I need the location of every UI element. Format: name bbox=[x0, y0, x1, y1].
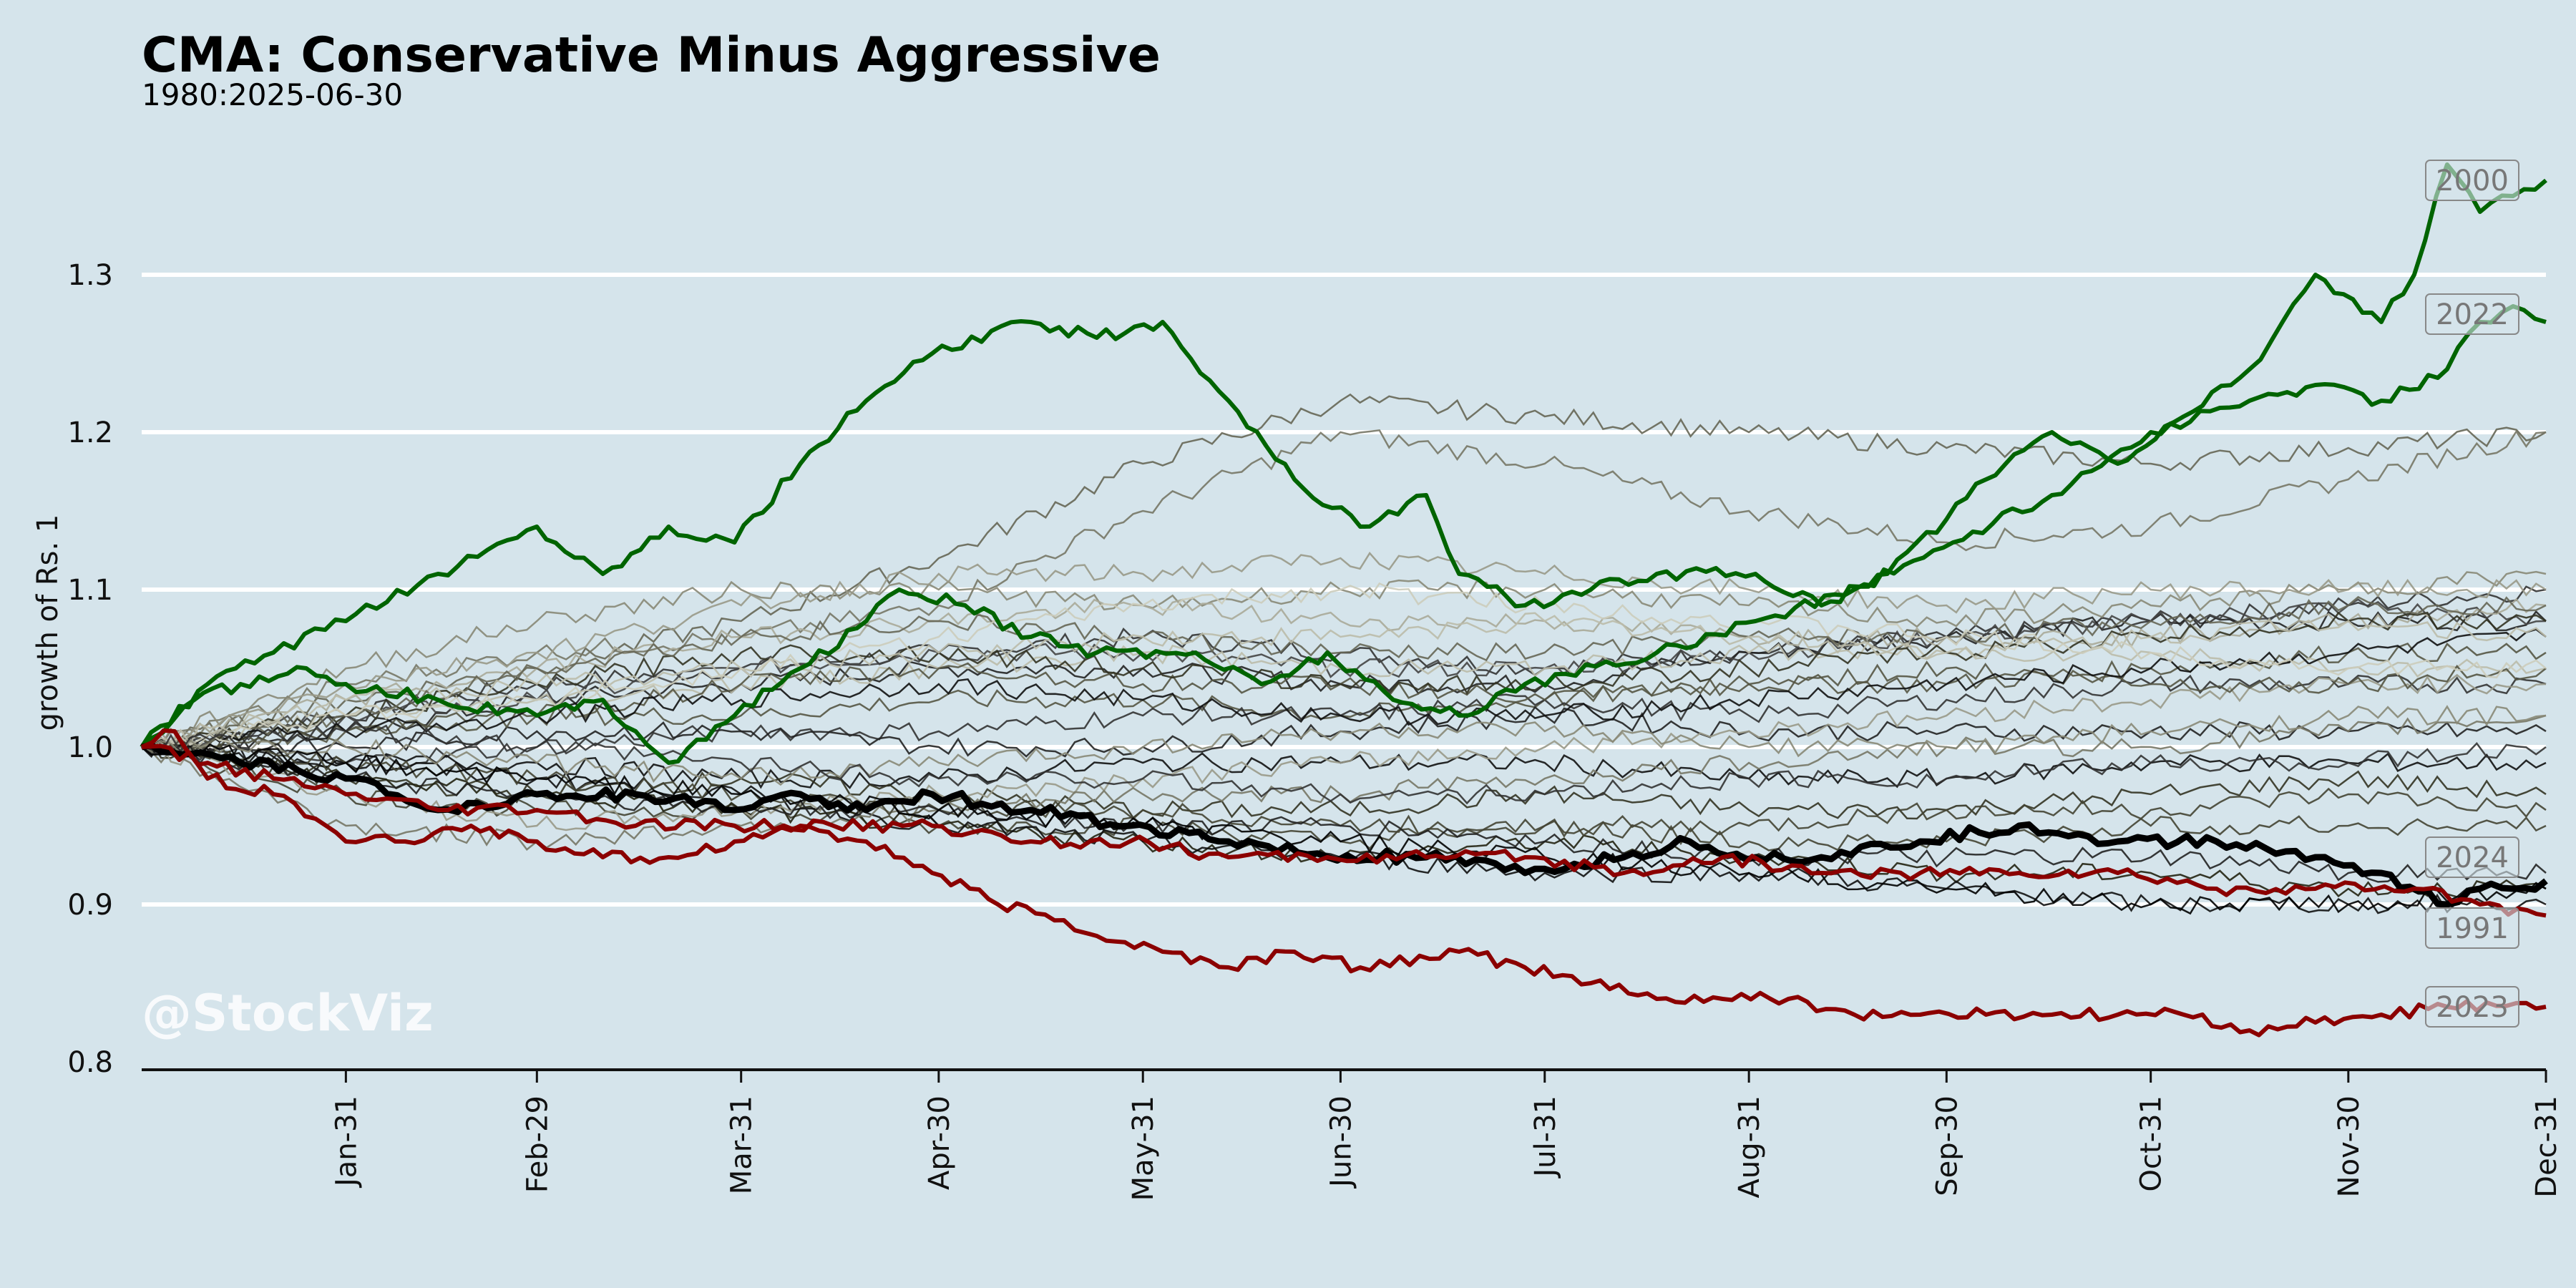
y-tick-label: 0.9 bbox=[67, 889, 113, 922]
x-tick-label: Dec-31 bbox=[2530, 1096, 2563, 1198]
series-line-2023 bbox=[140, 728, 2547, 1038]
series-line-2000 bbox=[140, 162, 2547, 748]
background-series-line bbox=[141, 714, 2547, 851]
background-series-line bbox=[141, 628, 2547, 756]
x-tick-label: Sep-30 bbox=[1931, 1096, 1963, 1196]
background-series-line bbox=[141, 582, 2547, 751]
background-series-line bbox=[141, 722, 2547, 805]
background-series-line bbox=[141, 743, 2547, 915]
x-tick-label: Oct-31 bbox=[2135, 1096, 2168, 1192]
background-series-line bbox=[141, 612, 2547, 748]
series-label-text: 1991 bbox=[2436, 912, 2509, 945]
series-labels: 2000 2022 2024 1991 2023 bbox=[2425, 160, 2519, 1028]
series-label-2022: 2022 bbox=[2425, 293, 2519, 335]
x-tick-label: Jan-31 bbox=[330, 1096, 363, 1189]
axes: 0.8 0.9 1.0 1.1 1.2 1.3 Jan-31 Feb-29 Mar-31 Apr-… bbox=[67, 259, 2563, 1201]
x-tick-label: May-31 bbox=[1127, 1096, 1160, 1201]
series-label-2000: 2000 bbox=[2425, 160, 2519, 201]
highlighted-series bbox=[140, 162, 2548, 1038]
x-tick-label: Jun-30 bbox=[1324, 1096, 1357, 1189]
x-tick-label: Apr-30 bbox=[923, 1096, 956, 1190]
x-tick-label: Mar-31 bbox=[726, 1096, 758, 1194]
chart-subtitle: 1980:2025-06-30 bbox=[142, 77, 404, 112]
y-tick-label: 1.2 bbox=[67, 416, 113, 449]
background-series-line bbox=[141, 552, 2547, 748]
y-axis-label: growth of Rs. 1 bbox=[31, 514, 64, 731]
x-tick-label: Nov-30 bbox=[2333, 1096, 2366, 1197]
x-tick-label: Feb-29 bbox=[521, 1096, 554, 1193]
background-series-line bbox=[141, 740, 2547, 820]
series-line-1991 bbox=[141, 743, 2547, 918]
background-series-line bbox=[141, 595, 2547, 753]
series-label-text: 2024 bbox=[2436, 841, 2509, 874]
watermark: @StockViz bbox=[142, 984, 434, 1043]
series-line-2024 bbox=[141, 741, 2548, 908]
y-tick-label: 1.1 bbox=[67, 574, 113, 607]
background-series-line bbox=[141, 570, 2547, 748]
y-tick-label: 1.0 bbox=[67, 731, 113, 764]
series-label-text: 2023 bbox=[2436, 991, 2509, 1024]
background-series-line bbox=[141, 673, 2547, 831]
chart-title: CMA: Conservative Minus Aggressive bbox=[142, 27, 1161, 84]
series-line-2022 bbox=[140, 304, 2547, 765]
x-tick-label: Jul-31 bbox=[1529, 1096, 1562, 1179]
series-label-1991: 1991 bbox=[2425, 907, 2519, 949]
background-series-line bbox=[141, 705, 2547, 786]
series-label-text: 2022 bbox=[2436, 298, 2509, 331]
background-series bbox=[141, 393, 2547, 915]
x-tick-label: Aug-31 bbox=[1733, 1096, 1766, 1198]
y-tick-label: 1.3 bbox=[67, 259, 113, 292]
series-label-2023: 2023 bbox=[2425, 986, 2519, 1028]
background-series-line bbox=[141, 611, 2547, 748]
series-label-2024: 2024 bbox=[2425, 836, 2519, 878]
background-series-line bbox=[141, 393, 2547, 752]
background-series-line bbox=[141, 429, 2547, 748]
background-series-line bbox=[141, 660, 2547, 751]
y-tick-label: 0.8 bbox=[67, 1046, 113, 1079]
background-series-line bbox=[141, 597, 2547, 748]
series-label-text: 2000 bbox=[2436, 165, 2509, 197]
background-series-line bbox=[141, 642, 2547, 754]
